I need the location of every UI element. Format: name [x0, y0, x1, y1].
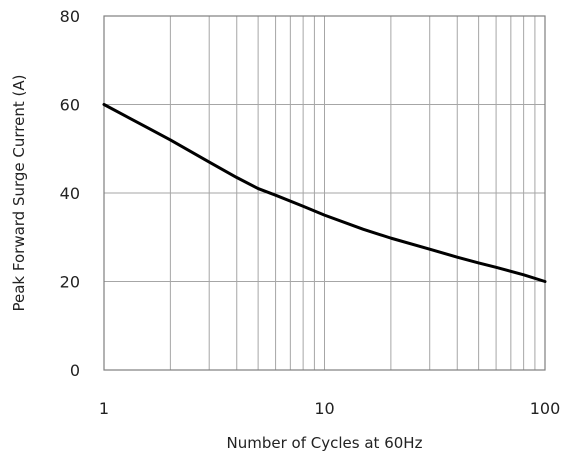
x-tick-label: 10: [314, 399, 334, 418]
y-tick-label: 80: [60, 7, 80, 26]
y-tick-label: 20: [60, 273, 80, 292]
y-tick-label: 0: [70, 361, 80, 380]
y-tick-label: 60: [60, 96, 80, 115]
x-axis-title: Number of Cycles at 60Hz: [227, 434, 423, 452]
series-line: [102, 103, 547, 283]
x-tick-label: 100: [530, 399, 561, 418]
tick-labels: 0 20 40 60 80 1 10 100: [60, 7, 561, 418]
y-axis-title: Peak Forward Surge Current (A): [10, 75, 28, 312]
y-tick-label: 40: [60, 184, 80, 203]
plot-frame: [103, 15, 546, 371]
x-tick-label: 1: [99, 399, 109, 418]
series-layer: [102, 103, 547, 283]
grid-layer: [104, 16, 545, 370]
